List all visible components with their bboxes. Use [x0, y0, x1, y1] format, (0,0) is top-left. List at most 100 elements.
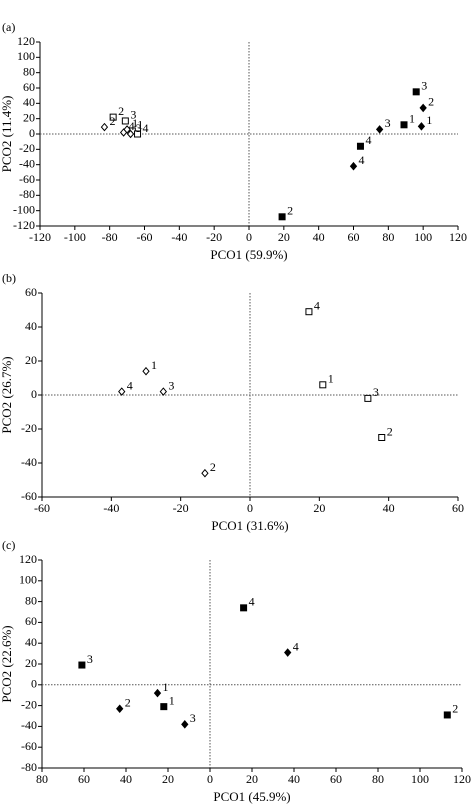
point	[364, 394, 372, 402]
point	[134, 130, 142, 138]
point-label: 4	[359, 153, 365, 167]
y-tick-label: 20	[25, 656, 37, 670]
x-tick-label: -20	[206, 230, 222, 244]
panel-label: (c)	[2, 538, 15, 552]
x-tick-label: 40	[288, 772, 300, 786]
y-axis-label: PCO2 (11.4%)	[0, 96, 14, 173]
point	[123, 125, 131, 134]
y-tick-label: 0	[31, 677, 37, 691]
point-label: 1	[151, 358, 157, 372]
point-label: 1	[426, 113, 432, 127]
x-tick-label: -120	[29, 230, 51, 244]
y-tick-label: -100	[13, 202, 35, 216]
x-tick-label: -60	[137, 230, 153, 244]
x-tick-label: 40	[313, 230, 325, 244]
point-label: 3	[168, 378, 174, 392]
point-label: 3	[130, 108, 136, 122]
panel-label: (a)	[2, 20, 15, 34]
y-tick-label: 80	[23, 64, 35, 78]
point-label: 1	[328, 372, 334, 386]
y-tick-label: 120	[17, 34, 35, 48]
y-tick-label: -120	[13, 218, 35, 232]
point-label: 2	[428, 95, 434, 109]
x-axis-label: PCO1 (59.9%)	[210, 247, 287, 262]
y-tick-label: -60	[21, 489, 37, 503]
y-tick-label: 20	[23, 110, 35, 124]
y-tick-label: 20	[25, 353, 37, 367]
point-label: 2	[287, 204, 293, 218]
point	[419, 103, 427, 113]
x-tick-label: 80	[36, 772, 48, 786]
panel-label: (b)	[2, 271, 16, 285]
point-label: 2	[452, 702, 458, 716]
point-label: 4	[314, 298, 320, 312]
point	[278, 213, 286, 221]
x-tick-label: -20	[173, 501, 189, 515]
point-label: 2	[387, 424, 393, 438]
x-tick-label: 60	[452, 501, 464, 515]
point-label: 1	[132, 116, 138, 130]
y-tick-label: 60	[25, 285, 37, 299]
y-tick-label: -80	[21, 760, 37, 774]
y-tick-label: 40	[25, 319, 37, 333]
x-tick-label: 0	[247, 501, 253, 515]
point	[400, 121, 408, 129]
y-axis-label: PCO2 (26.7%)	[0, 356, 14, 433]
point	[319, 381, 327, 389]
point	[356, 142, 364, 150]
x-tick-label: 100	[414, 230, 432, 244]
point	[153, 688, 162, 698]
x-tick-label: 120	[449, 230, 467, 244]
y-tick-label: -20	[19, 141, 35, 155]
point	[375, 125, 384, 134]
x-tick-label: 120	[453, 772, 471, 786]
point-label: 4	[127, 378, 133, 392]
x-tick-label: -40	[103, 501, 119, 515]
y-tick-label: 100	[17, 49, 35, 63]
y-tick-label: -20	[21, 697, 37, 711]
y-tick-label: 40	[23, 95, 35, 109]
point	[201, 468, 209, 478]
point-label: 1	[409, 112, 415, 126]
y-tick-label: 0	[31, 387, 37, 401]
y-tick-label: 60	[23, 80, 35, 94]
point	[284, 648, 292, 657]
point-label: 2	[125, 695, 131, 709]
point-label: 3	[385, 116, 391, 130]
point	[100, 122, 109, 132]
x-tick-label: -40	[171, 230, 187, 244]
point	[240, 604, 248, 612]
y-tick-label: -40	[21, 455, 37, 469]
point-label: 4	[365, 133, 371, 147]
x-tick-label: 40	[383, 501, 395, 515]
y-tick-label: -80	[19, 187, 35, 201]
point-label: 3	[136, 121, 142, 135]
y-tick-label: -40	[21, 718, 37, 732]
y-axis-label: PCO2 (22.6%)	[0, 625, 14, 702]
point	[116, 704, 124, 713]
point	[443, 711, 451, 719]
y-tick-label: 80	[25, 593, 37, 607]
point-label: 1	[137, 118, 143, 132]
point	[78, 661, 86, 669]
y-tick-label: -40	[19, 156, 35, 170]
x-tick-label: 60	[348, 230, 360, 244]
point	[181, 720, 189, 729]
x-axis-label: PCO1 (45.9%)	[213, 789, 290, 804]
point-label: 1	[163, 680, 169, 694]
point-label: 3	[421, 79, 427, 93]
point-label: 3	[373, 385, 379, 399]
x-tick-label: 100	[411, 772, 429, 786]
point	[126, 129, 135, 139]
point	[349, 161, 358, 171]
point-label: 4	[143, 121, 149, 135]
x-tick-label: -80	[102, 230, 118, 244]
point	[305, 308, 313, 316]
point-label: 3	[190, 711, 196, 725]
x-axis-label: PCO1 (31.6%)	[211, 518, 288, 533]
y-tick-label: 40	[25, 635, 37, 649]
x-tick-label: 20	[246, 772, 258, 786]
x-tick-label: 20	[162, 772, 174, 786]
x-tick-label: -100	[64, 230, 86, 244]
